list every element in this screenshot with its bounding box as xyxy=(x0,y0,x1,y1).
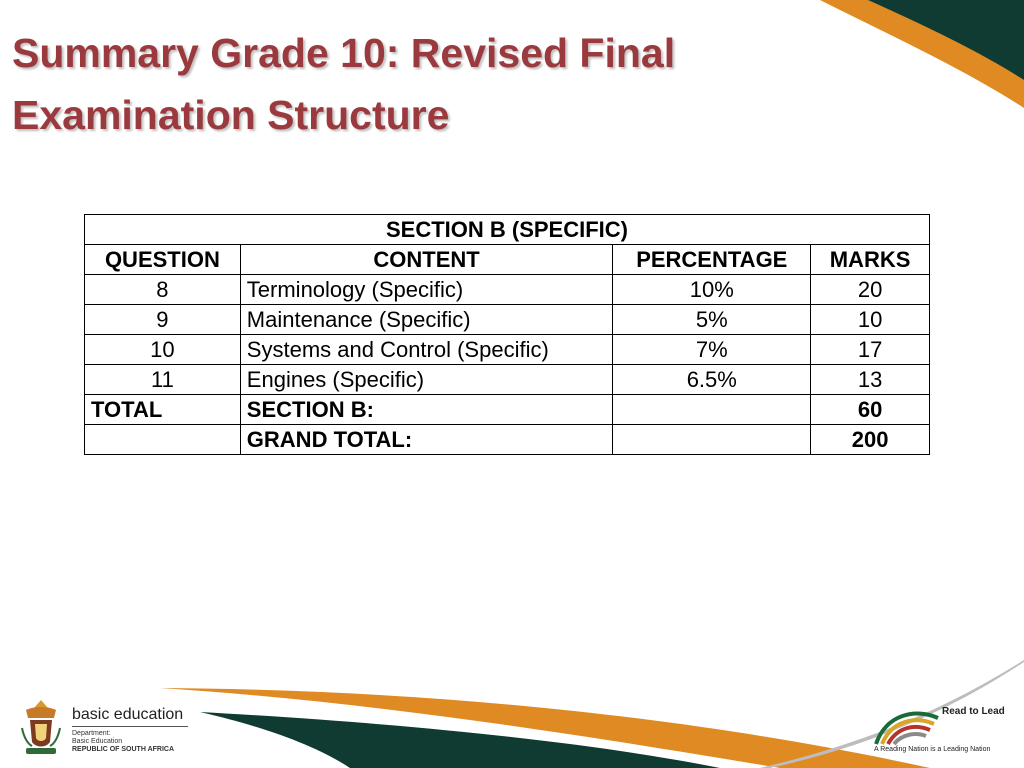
total-row: TOTAL SECTION B: 60 xyxy=(84,394,930,425)
table-row: 11 Engines (Specific) 6.5% 13 xyxy=(84,364,930,395)
content-cell: Terminology (Specific) xyxy=(239,274,614,305)
coat-of-arms-icon xyxy=(21,700,61,754)
dbe-divider xyxy=(72,726,188,727)
column-header-percentage: PERCENTAGE xyxy=(612,244,812,275)
question-cell: 9 xyxy=(84,304,241,335)
dbe-text-block: basic education Department: Basic Educat… xyxy=(72,706,188,754)
page-title-line-1: Summary Grade 10: Revised Final xyxy=(12,30,676,76)
percentage-cell: 6.5% xyxy=(612,364,812,395)
exam-structure-table: SECTION B (SPECIFIC) QUESTION CONTENT PE… xyxy=(84,214,930,455)
basic-education-logo: basic education Department: Basic Educat… xyxy=(18,698,208,758)
page-title: Summary Grade 10: Revised Final Examinat… xyxy=(12,22,772,146)
read-to-lead-arcs-icon xyxy=(874,711,939,746)
percentage-cell: 7% xyxy=(612,334,812,365)
column-header-question: QUESTION xyxy=(84,244,241,275)
top-decorative-swoosh xyxy=(820,0,1024,108)
marks-cell: 13 xyxy=(810,364,930,395)
read-to-lead-tagline: A Reading Nation is a Leading Nation xyxy=(874,746,991,753)
grand-total-row: GRAND TOTAL: 200 xyxy=(84,424,930,455)
read-to-lead-logo: Read to Lead A Reading Nation is a Leadi… xyxy=(872,698,1012,760)
total-marks-cell: 60 xyxy=(810,394,930,425)
question-cell: 10 xyxy=(84,334,241,365)
column-header-content: CONTENT xyxy=(239,244,614,275)
bottom-decorative-swoosh xyxy=(160,660,1024,768)
question-cell: 8 xyxy=(84,274,241,305)
dbe-department-label: Department: xyxy=(72,730,111,737)
section-header-cell: SECTION B (SPECIFIC) xyxy=(84,214,930,245)
marks-cell: 17 xyxy=(810,334,930,365)
dbe-country: REPUBLIC OF SOUTH AFRICA xyxy=(72,746,175,753)
grand-total-content-cell: GRAND TOTAL: xyxy=(239,424,614,455)
read-to-lead-title: Read to Lead xyxy=(942,706,1005,717)
grand-total-marks-cell: 200 xyxy=(810,424,930,455)
table-row: 9 Maintenance (Specific) 5% 10 xyxy=(84,304,930,335)
marks-cell: 20 xyxy=(810,274,930,305)
total-content-cell: SECTION B: xyxy=(239,394,614,425)
marks-cell: 10 xyxy=(810,304,930,335)
table-row: 10 Systems and Control (Specific) 7% 17 xyxy=(84,334,930,365)
dbe-department-name: Basic Education xyxy=(72,738,123,745)
total-label-cell: TOTAL xyxy=(84,394,241,425)
page-title-line-2: Examination Structure xyxy=(12,92,450,138)
percentage-cell: 5% xyxy=(612,304,812,335)
grand-total-label-cell xyxy=(84,424,241,455)
content-cell: Maintenance (Specific) xyxy=(239,304,614,335)
dbe-name: basic education xyxy=(72,706,184,723)
table-row: 8 Terminology (Specific) 10% 20 xyxy=(84,274,930,305)
percentage-cell: 10% xyxy=(612,274,812,305)
table-header-row: QUESTION CONTENT PERCENTAGE MARKS xyxy=(84,244,930,275)
table-section-header-row: SECTION B (SPECIFIC) xyxy=(84,214,930,245)
content-cell: Engines (Specific) xyxy=(239,364,614,395)
content-cell: Systems and Control (Specific) xyxy=(239,334,614,365)
question-cell: 11 xyxy=(84,364,241,395)
grand-total-percentage-cell xyxy=(612,424,812,455)
column-header-marks: MARKS xyxy=(810,244,930,275)
total-percentage-cell xyxy=(612,394,812,425)
